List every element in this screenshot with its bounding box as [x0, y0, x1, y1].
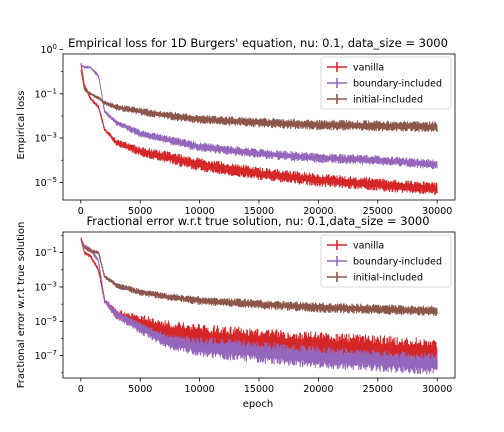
y-tick-label: 10−1: [35, 87, 57, 100]
x-tick-label: 25000: [363, 206, 393, 217]
y-tick-exponent: −1: [47, 246, 57, 254]
y-tick-exponent: −5: [47, 176, 57, 184]
x-tick-label: 30000: [422, 206, 452, 217]
y-tick-label: 10−7: [35, 349, 57, 362]
y-tick-base: 10: [35, 317, 47, 328]
y-tick-base: 10: [35, 248, 47, 259]
error-chart-ylabel: Fractional error w.r.t true solution: [16, 222, 27, 389]
error-chart-axes: 0 5000 10000 15000 20000 25000 3000010−710−510…: [35, 231, 456, 395]
x-tick-label: 20000: [303, 384, 333, 395]
y-tick-exponent: −3: [47, 280, 57, 288]
loss-chart-plot-area: [80, 63, 438, 196]
loss-chart-ylabel: Empirical loss: [16, 91, 27, 160]
legend-label: boundary-included: [353, 79, 442, 90]
legend-label: initial-included: [353, 273, 423, 284]
y-tick-exponent: −3: [47, 132, 57, 140]
y-tick-label: 10−5: [35, 315, 57, 328]
series-line-boundary-included: [80, 63, 438, 170]
x-tick-label: 25000: [363, 384, 393, 395]
series-line-initial-included: [80, 69, 438, 133]
y-tick-label: 10−3: [35, 132, 57, 145]
y-tick-base: 10: [35, 134, 47, 145]
y-tick-exponent: 0: [53, 43, 57, 51]
legend-box: [320, 56, 452, 110]
x-tick-label: 10000: [184, 384, 214, 395]
x-tick-label: 20000: [303, 206, 333, 217]
error-chart-xlabel: epoch: [243, 399, 273, 410]
loss-chart-legend: vanilla boundary-included initial-included: [320, 56, 452, 110]
error-chart: Fractional error w.r.t true solution, nu…: [16, 214, 456, 410]
y-tick-label: 10−1: [35, 246, 57, 259]
legend-label: initial-included: [353, 95, 423, 106]
y-tick-exponent: −1: [47, 87, 57, 95]
x-tick-label: 0: [78, 206, 84, 217]
legend-label: boundary-included: [353, 257, 442, 268]
y-tick-label: 10−3: [35, 280, 57, 293]
legend-label: vanilla: [353, 63, 384, 74]
x-tick-label: 15000: [244, 206, 274, 217]
y-tick-base: 10: [35, 89, 47, 100]
series-line-vanilla: [80, 63, 438, 196]
series-line-initial-included: [80, 237, 438, 316]
error-chart-plot-area: [80, 237, 438, 375]
y-tick-exponent: −5: [47, 315, 57, 323]
error-chart-title: Fractional error w.r.t true solution, nu…: [86, 214, 429, 228]
y-tick-base: 10: [40, 45, 52, 56]
y-tick-label: 10−5: [35, 176, 57, 189]
x-tick-label: 10000: [184, 206, 214, 217]
y-tick-label: 100: [40, 43, 57, 56]
y-tick-base: 10: [35, 351, 47, 362]
legend-label: vanilla: [353, 241, 384, 252]
error-chart-legend: vanilla boundary-included initial-included: [320, 234, 452, 288]
x-tick-label: 0: [78, 384, 84, 395]
loss-chart-title: Empirical loss for 1D Burgers' equation,…: [68, 36, 448, 50]
legend-box: [320, 234, 452, 288]
x-tick-label: 5000: [128, 206, 152, 217]
loss-chart-axes: 0 5000 10000 15000 20000 25000 3000010−510−310…: [35, 43, 456, 217]
y-tick-exponent: −7: [47, 349, 57, 357]
loss-chart: Empirical loss for 1D Burgers' equation,…: [16, 36, 456, 217]
x-tick-label: 5000: [128, 384, 152, 395]
series-line-boundary-included: [80, 240, 438, 375]
y-tick-base: 10: [35, 282, 47, 293]
x-tick-label: 15000: [244, 384, 274, 395]
x-tick-label: 30000: [422, 384, 452, 395]
y-tick-base: 10: [35, 178, 47, 189]
